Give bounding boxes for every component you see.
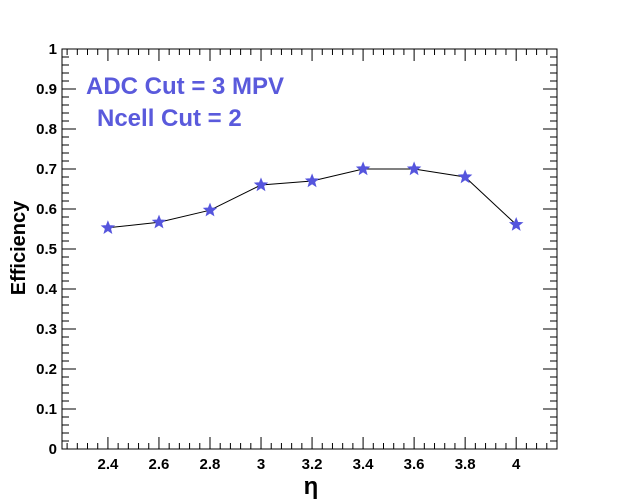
data-point-star [202, 202, 218, 217]
y-tick-label: 0.6 [36, 201, 57, 218]
y-axis-title: Efficiency [8, 200, 30, 295]
data-point-star [508, 217, 524, 231]
y-tick-label: 0 [49, 441, 57, 458]
y-tick-label: 0.2 [36, 361, 57, 378]
x-tick-label: 2.8 [200, 456, 221, 473]
x-tick-label: 3 [257, 456, 265, 473]
data-point-star [304, 173, 320, 188]
data-series [100, 161, 524, 235]
x-tick-label: 4 [512, 456, 521, 473]
data-point-star [151, 214, 167, 229]
x-tick-label: 3.2 [302, 456, 323, 473]
tick-labels: 0 0.1 0.2 0.3 0.4 0.5 0.6 0.7 0.8 0.9 1 2.4 2.6 2.8 3 3… [36, 41, 521, 473]
data-point-star [100, 220, 116, 235]
y-tick-label: 0.5 [36, 241, 57, 258]
annotation-ncell-cut: Ncell Cut = 2 [97, 105, 242, 132]
annotation-adc-cut: ADC Cut = 3 MPV [86, 73, 284, 100]
y-tick-label: 0.9 [36, 81, 57, 98]
x-axis-title: η [304, 473, 319, 499]
data-point-star [406, 161, 422, 176]
y-tick-label: 0.1 [36, 401, 57, 418]
data-point-star [457, 169, 473, 184]
data-point-star [253, 177, 269, 192]
x-tick-label: 3.4 [353, 456, 375, 473]
y-tick-label: 0.4 [36, 281, 58, 298]
axis-ticks [62, 48, 558, 450]
x-tick-label: 2.6 [149, 456, 170, 473]
y-tick-label: 1 [49, 41, 57, 58]
data-point-star [355, 161, 371, 176]
y-tick-label: 0.3 [36, 321, 57, 338]
y-tick-label: 0.7 [36, 161, 57, 178]
x-tick-label: 3.8 [455, 456, 476, 473]
x-tick-label: 3.6 [404, 456, 425, 473]
y-tick-label: 0.8 [36, 121, 57, 138]
x-tick-label: 2.4 [97, 456, 119, 473]
